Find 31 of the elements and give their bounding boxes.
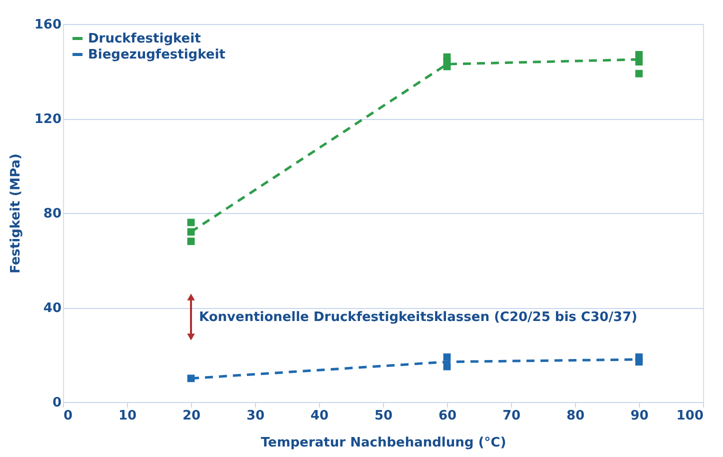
point	[187, 238, 195, 246]
y-tick-label: 40	[43, 301, 62, 316]
x-tick-label: 10	[118, 408, 137, 424]
x-tick-label: 90	[630, 408, 649, 424]
x-axis-title: Temperatur Nachbehandlung (°C)	[260, 436, 506, 450]
point	[635, 58, 643, 66]
y-tick-label: 160	[34, 18, 62, 32]
x-tick-label: 60	[438, 408, 457, 424]
point	[443, 53, 451, 61]
x-tick-label: 40	[310, 408, 329, 424]
point	[443, 353, 451, 361]
point	[635, 353, 643, 361]
x-tick-label: 70	[502, 408, 521, 424]
point	[187, 374, 195, 382]
y-tick-label: 0	[52, 396, 62, 410]
y-tick-label: 120	[34, 112, 62, 127]
x-tick-label: 30	[246, 408, 265, 424]
x-tick-label: 100	[676, 408, 704, 424]
point	[635, 70, 643, 78]
annotation: Konventionelle Druckfestigkeitsklassen (C20/25 bis C30/37)	[199, 310, 638, 325]
x-tick-label: 0	[64, 408, 73, 424]
x-tick-label: 50	[374, 408, 393, 424]
point	[443, 362, 451, 370]
legend-label: Biegezugfestigkeit	[88, 48, 226, 62]
x-tick-label: 20	[182, 408, 201, 424]
x-tick-label: 80	[566, 408, 585, 424]
legend-label: Druckfestigkeit	[88, 32, 201, 46]
point	[187, 218, 195, 226]
point	[187, 228, 195, 236]
y-axis-title: Festigkeit (MPa)	[8, 154, 24, 274]
y-tick-label: 80	[43, 206, 62, 222]
